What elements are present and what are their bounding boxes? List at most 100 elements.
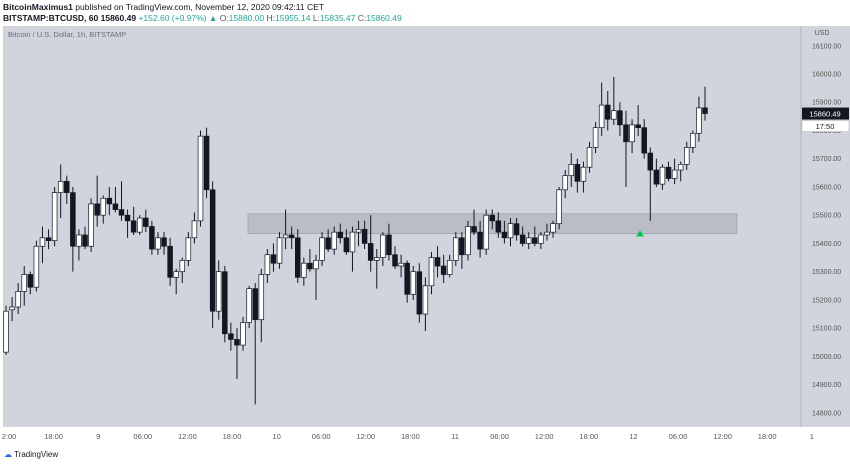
axis-currency-label: USD (815, 30, 830, 37)
tradingview-logo[interactable]: ☁ TradingView (4, 450, 58, 459)
candle-body (586, 147, 593, 168)
x-tick-label: 2:00 (2, 432, 17, 441)
y-tick-label: 15100.00 (812, 326, 841, 333)
candle-body (288, 234, 295, 239)
candle-body (301, 262, 307, 278)
candle-body (489, 214, 496, 222)
y-tick-label: 15200.00 (812, 297, 841, 304)
candle-body (240, 322, 246, 346)
candle-body (343, 237, 350, 253)
candle-body (623, 124, 629, 143)
candle-body (361, 228, 368, 244)
x-tick-label: 06:00 (669, 432, 688, 441)
candle-body (167, 245, 173, 278)
tradingview-cloud-icon: ☁ (4, 450, 12, 459)
candle-body (76, 234, 82, 247)
candle-body (465, 226, 471, 256)
tradingview-logo-text: TradingView (14, 450, 59, 459)
low-label: L: (312, 13, 320, 23)
candle-body (404, 262, 410, 295)
candle-body (9, 306, 15, 311)
y-tick-label: 15000.00 (812, 354, 841, 361)
candle-body (483, 214, 489, 250)
candle-body (45, 237, 52, 241)
x-tick-label: 12:00 (356, 432, 375, 441)
y-tick-label: 14800.00 (812, 410, 841, 417)
x-tick-label: 11 (451, 432, 459, 441)
candle-body (422, 285, 429, 315)
current-price-label: 15860.49 (809, 110, 840, 119)
candle-body (611, 110, 617, 120)
candle-body (349, 231, 356, 253)
footer: ☁ TradingView (0, 445, 850, 464)
candle-body (471, 226, 477, 233)
x-tick-label: 18:00 (223, 432, 242, 441)
candle-body (118, 209, 125, 216)
candle-body (331, 231, 337, 250)
candle-body (51, 192, 58, 241)
candle-body (57, 180, 64, 193)
y-tick-label: 15500.00 (812, 213, 841, 220)
author-name[interactable]: BitcoinMaximus1 (3, 2, 73, 12)
candle-body (100, 197, 107, 216)
candle-body (367, 243, 374, 261)
candle-body (459, 237, 465, 256)
candlestick-chart[interactable]: USD16100.0016000.0015900.0015800.0015700… (0, 0, 850, 445)
close-label: C: (357, 13, 367, 23)
candle-body (519, 234, 526, 244)
chart-header: BitcoinMaximus1 published on TradingView… (0, 0, 850, 26)
candle-body (696, 107, 702, 134)
candle-body (197, 135, 204, 222)
y-tick-label: 16000.00 (812, 72, 841, 79)
candle-body (21, 274, 27, 292)
candle-body (580, 166, 587, 182)
candle-body (295, 237, 301, 278)
price-axis[interactable] (801, 26, 850, 427)
candle-body (556, 189, 562, 225)
candle-body (88, 203, 94, 247)
change-text: +152.60 (+0.97%) (138, 13, 207, 23)
candle-body (94, 203, 100, 216)
candle-body (282, 234, 289, 239)
candle-body (264, 254, 271, 275)
candle-body (173, 271, 179, 278)
candle-body (307, 262, 313, 270)
candle-body (647, 152, 654, 171)
candle-body (507, 223, 514, 239)
y-tick-label: 15600.00 (812, 184, 841, 191)
candle-body (374, 257, 380, 261)
x-tick-label: 18:00 (579, 432, 598, 441)
candle-body (228, 333, 234, 340)
candle-body (149, 226, 155, 250)
x-tick-label: 18:00 (758, 432, 777, 441)
publish-line: BitcoinMaximus1 published on TradingView… (3, 2, 324, 12)
candle-body (222, 271, 228, 335)
candle-body (185, 237, 192, 261)
x-tick-label: 18:00 (44, 432, 63, 441)
x-tick-label: 9 (96, 432, 100, 441)
candle-body (653, 169, 660, 185)
candle-body (416, 271, 423, 315)
high-label: H: (266, 13, 276, 23)
last-price: 15860.49 (100, 13, 137, 23)
time-axis[interactable] (3, 427, 850, 445)
candle-body (215, 271, 222, 312)
candle-body (112, 203, 119, 210)
candle-body (446, 260, 453, 275)
symbol-label[interactable]: BITSTAMP:BTCUSD, 60 (3, 13, 99, 23)
candle-body (525, 237, 532, 244)
candle-body (550, 223, 556, 233)
candle-body (313, 260, 319, 270)
candle-body (562, 175, 568, 191)
candle-body (64, 180, 70, 193)
candle-body (246, 288, 252, 323)
candle-body (568, 164, 575, 177)
bullish-marker-arrow-icon (636, 230, 644, 237)
candle-body (434, 257, 441, 267)
candle-body (252, 288, 258, 321)
x-tick-label: 1 (810, 432, 814, 441)
countdown-label: 17:50 (816, 122, 835, 131)
candle-body (677, 164, 684, 171)
candle-body (33, 245, 40, 288)
high-value: 15955.14 (275, 13, 311, 23)
